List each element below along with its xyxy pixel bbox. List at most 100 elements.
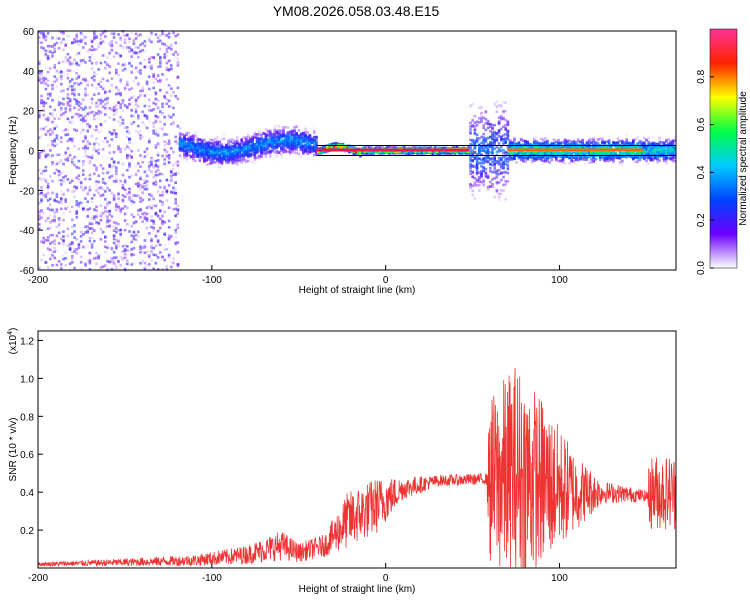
spectrogram-cell [141, 259, 144, 263]
spectrogram-cell [143, 211, 147, 215]
spectrogram-cell [137, 209, 140, 212]
spectrogram-cell [90, 45, 94, 48]
spectrogram-cell [121, 162, 125, 166]
spectrogram-cell [57, 71, 61, 74]
spectrogram-cell [200, 144, 204, 148]
spectrogram-cell [53, 172, 56, 175]
spectrogram-cell [123, 38, 127, 41]
spectrogram-cell [86, 155, 89, 159]
spectrogram-cell [143, 44, 147, 48]
spectrogram-cell [306, 138, 309, 142]
spectrogram-cell [172, 190, 175, 193]
spectrogram-cell [352, 152, 356, 155]
spectrogram-cell [273, 137, 276, 140]
spectrogram-cell [71, 120, 74, 124]
spectrogram-cell [134, 107, 138, 111]
spectrogram-cell [79, 61, 83, 64]
spectrogram-cell [196, 155, 199, 158]
spectrogram-cell [185, 132, 188, 135]
spectrogram-cell [60, 77, 63, 81]
spectrogram-cell [119, 209, 122, 212]
spectrogram-cell [414, 146, 417, 149]
spectrogram-cell [242, 141, 246, 144]
spectrogram-cell [286, 134, 290, 138]
spectrogram-cell [106, 156, 109, 160]
spectrogram-cell [328, 146, 331, 149]
spectrogram-cell [132, 253, 136, 256]
spectrogram-cell [211, 155, 215, 158]
spectrogram-cell [88, 177, 92, 181]
spectrogram-cell [130, 71, 133, 75]
spectrogram-cell [62, 60, 65, 64]
spectrogram-cell [332, 142, 336, 145]
spectrogram-cell [174, 41, 177, 45]
spectrogram-cell [53, 220, 56, 223]
spectrogram-cell [75, 62, 78, 66]
spectrogram-cell [236, 139, 239, 143]
spectrogram-cell [86, 112, 89, 116]
spectrogram-cell [84, 87, 87, 91]
spectrogram-cell [392, 152, 395, 156]
spectrogram-cell [134, 233, 138, 237]
spectrogram-cell [99, 174, 103, 178]
spectrogram-cell [86, 126, 89, 130]
spectrogram-cell [139, 187, 142, 191]
spectrogram-cell [104, 100, 107, 103]
spectrogram-cell [209, 158, 213, 161]
spectrogram-cell [82, 34, 85, 38]
spectrogram-cell [130, 197, 133, 200]
spectrogram-cell [82, 46, 85, 49]
spectrogram-cell [211, 159, 215, 162]
spectrogram-cell [139, 207, 142, 211]
spectrogram-cell [53, 215, 56, 218]
spectrogram-cell [163, 162, 166, 166]
spectrogram-cell [97, 92, 100, 95]
spectrogram-cell [84, 262, 87, 266]
spectrogram-cell [165, 268, 169, 271]
spectrogram-cell [66, 96, 70, 100]
spectrogram-cell [40, 193, 43, 197]
spectrogram-cell [88, 59, 92, 62]
spectrogram-cell [176, 33, 180, 36]
spectrogram-cell [82, 116, 85, 119]
spectrogram-cell [167, 69, 171, 72]
spectrogram-cell [49, 197, 52, 201]
spectrogram-cell [71, 92, 74, 95]
spectrogram-cell [139, 200, 142, 203]
spectrogram-cell [222, 148, 226, 151]
spectrogram-cell [60, 263, 63, 266]
spectrogram-cell [51, 208, 54, 212]
spectrogram-cell [313, 147, 316, 151]
spectrogram-cell [220, 153, 224, 157]
spectrogram-cell [139, 137, 142, 140]
spectrogram-cell [291, 145, 294, 148]
spectrogram-cell [38, 266, 41, 270]
spectrogram-cell [101, 54, 105, 57]
spectrogram-cell [123, 249, 127, 253]
spectrogram-cell [154, 177, 158, 180]
spectrogram-cell [123, 86, 127, 89]
spectrogram-cell [152, 131, 155, 135]
spectrogram-cell [170, 46, 173, 49]
spectrogram-cell [233, 158, 237, 162]
spectrogram-cell [62, 257, 65, 261]
spectrogram-cell [141, 157, 144, 160]
spectrogram-cell [99, 214, 103, 218]
spectrogram-cell [218, 143, 221, 147]
spectrogram-cell [77, 108, 81, 111]
spectrogram-cell [170, 190, 173, 194]
spectrogram-cell [141, 48, 144, 52]
spectrogram-cell [209, 138, 213, 142]
spectrogram-cell [64, 120, 67, 124]
spectrogram-cell [236, 136, 239, 139]
spectrogram-cell [148, 109, 151, 112]
spectrogram-cell [117, 207, 120, 211]
spectrogram-cell [46, 47, 50, 51]
spectrogram-cell [112, 108, 116, 112]
spectrogram-cell [442, 151, 446, 154]
spectrogram-cell [84, 264, 87, 268]
spectrogram-cell [176, 226, 180, 230]
spectrogram-cell [148, 232, 151, 235]
spectrogram-cell [108, 225, 111, 228]
spectrogram-cell [51, 36, 54, 40]
